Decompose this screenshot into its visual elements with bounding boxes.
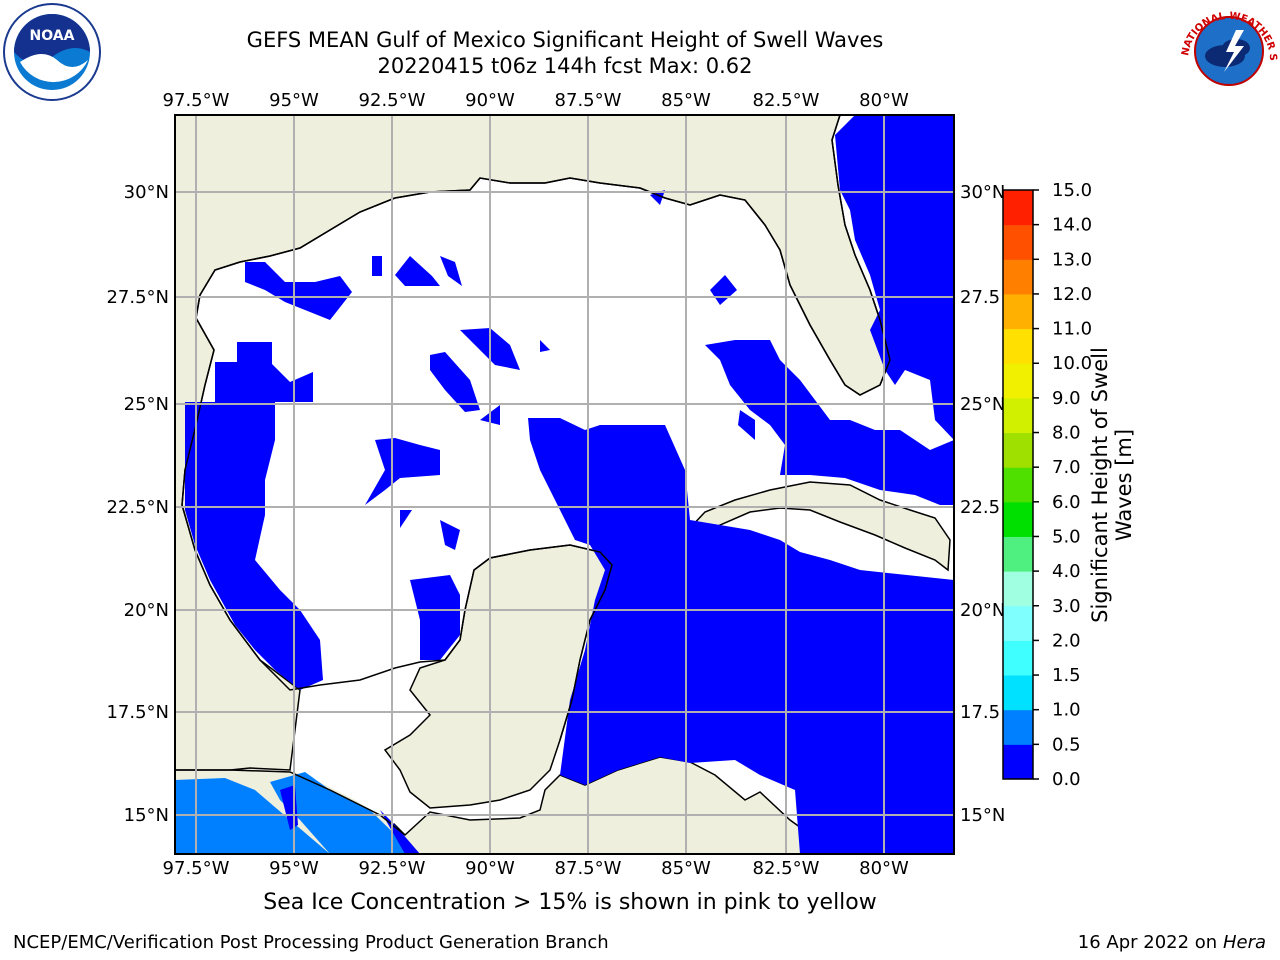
lat-label-right: 15°N xyxy=(960,805,1005,826)
lon-label-bottom: 80°W xyxy=(859,858,909,879)
sea-ice-note: Sea Ice Concentration > 15% is shown in … xyxy=(263,890,877,915)
colorbar-tick-label: 5.0 xyxy=(1052,526,1081,547)
colorbar-segment xyxy=(1003,293,1033,330)
colorbar-tick-label: 6.0 xyxy=(1052,492,1081,513)
lat-label-left: 27.5°N xyxy=(106,287,169,308)
lat-label-left: 20°N xyxy=(124,600,169,621)
colorbar-tick-label: 15.0 xyxy=(1052,180,1092,201)
footer-date-text: 16 Apr 2022 on xyxy=(1077,932,1223,953)
footer-credit: NCEP/EMC/Verification Post Processing Pr… xyxy=(13,932,609,953)
colorbar-tick-label: 10.0 xyxy=(1052,353,1092,374)
colorbar-segment xyxy=(1003,571,1033,607)
colorbar-tick-label: 0.0 xyxy=(1052,769,1081,790)
colorbar-segment xyxy=(1003,536,1033,572)
colorbar-tick-label: 12.0 xyxy=(1052,284,1092,305)
noaa-logo-icon: NOAA xyxy=(2,2,102,106)
lon-label-bottom: 82.5°W xyxy=(753,858,820,879)
lat-label-right: 25°N xyxy=(960,394,1005,415)
lat-label-left: 15°N xyxy=(124,805,169,826)
lon-label-top: 97.5°W xyxy=(163,90,230,111)
colorbar-tick-label: 4.0 xyxy=(1052,561,1081,582)
colorbar-segment xyxy=(1003,328,1033,364)
lon-label-bottom: 90°W xyxy=(465,858,515,879)
lat-label-left: 25°N xyxy=(124,394,169,415)
chart-subtitle: 20220415 t06z 144h fcst Max: 0.62 xyxy=(377,54,753,78)
gridlines xyxy=(175,115,954,854)
colorbar-tick-label: 0.5 xyxy=(1052,734,1081,755)
lon-label-top: 90°W xyxy=(465,90,515,111)
colorbar-tick-label: 1.0 xyxy=(1052,700,1081,721)
colorbar-segment xyxy=(1003,432,1033,468)
lon-label-top: 92.5°W xyxy=(359,90,426,111)
lon-label-bottom: 92.5°W xyxy=(359,858,426,879)
lon-label-top: 85°W xyxy=(661,90,711,111)
colorbar-segment xyxy=(1003,501,1033,537)
lon-label-top: 87.5°W xyxy=(555,90,622,111)
lon-label-top: 80°W xyxy=(859,90,909,111)
footer-date: 16 Apr 2022 on Hera xyxy=(1078,932,1266,953)
lon-label-top: 95°W xyxy=(269,90,319,111)
lon-label-bottom: 85°W xyxy=(661,858,711,879)
colorbar-segment xyxy=(1003,190,1033,226)
footer-machine: Hera xyxy=(1222,932,1266,953)
lon-label-bottom: 95°W xyxy=(269,858,319,879)
map-frame xyxy=(174,114,955,855)
colorbar-tick-label: 8.0 xyxy=(1052,423,1081,444)
lat-label-right: 27.5 xyxy=(960,287,1000,308)
colorbar-tick-label: 11.0 xyxy=(1052,319,1092,340)
colorbar-tick-label: 9.0 xyxy=(1052,388,1081,409)
colorbar-segment xyxy=(1003,640,1033,676)
swell-0-0.5m-regions xyxy=(185,115,954,854)
colorbar-tick-label: 7.0 xyxy=(1052,457,1081,478)
lat-label-right: 22.5 xyxy=(960,497,1000,518)
colorbar-tick-label: 14.0 xyxy=(1052,215,1092,236)
colorbar-tick-label: 13.0 xyxy=(1052,249,1092,270)
lat-label-left: 22.5°N xyxy=(106,497,169,518)
colorbar-tick-label: 2.0 xyxy=(1052,630,1081,651)
lon-label-bottom: 97.5°W xyxy=(163,858,230,879)
lat-label-left: 30°N xyxy=(124,182,169,203)
lon-label-bottom: 87.5°W xyxy=(555,858,622,879)
colorbar-segment xyxy=(1003,744,1033,780)
lat-label-right: 20°N xyxy=(960,600,1005,621)
colorbar-segment xyxy=(1003,605,1033,641)
chart-title: GEFS MEAN Gulf of Mexico Significant Hei… xyxy=(246,28,884,52)
lat-label-right: 30°N xyxy=(960,182,1005,203)
colorbar-segment xyxy=(1003,467,1033,503)
colorbar-frame xyxy=(1002,189,1034,780)
lat-label-left: 17.5°N xyxy=(106,702,169,723)
colorbar-tick-label: 3.0 xyxy=(1052,596,1081,617)
national-weather-service-icon: NATIONAL WEATHER SERVICE xyxy=(1174,0,1280,106)
lat-label-right: 17.5 xyxy=(960,702,1000,723)
colorbar-segment xyxy=(1003,675,1033,711)
colorbar-tick-label: 1.5 xyxy=(1052,665,1081,686)
colorbar-segment xyxy=(1003,259,1033,295)
coastlines xyxy=(175,115,891,836)
colorbar-segment xyxy=(1003,224,1033,260)
lon-label-top: 82.5°W xyxy=(753,90,820,111)
colorbar-segment xyxy=(1003,397,1033,434)
colorbar-segment xyxy=(1003,363,1033,399)
colorbar-segment xyxy=(1003,709,1033,745)
noaa-logo-text: NOAA xyxy=(30,28,75,44)
